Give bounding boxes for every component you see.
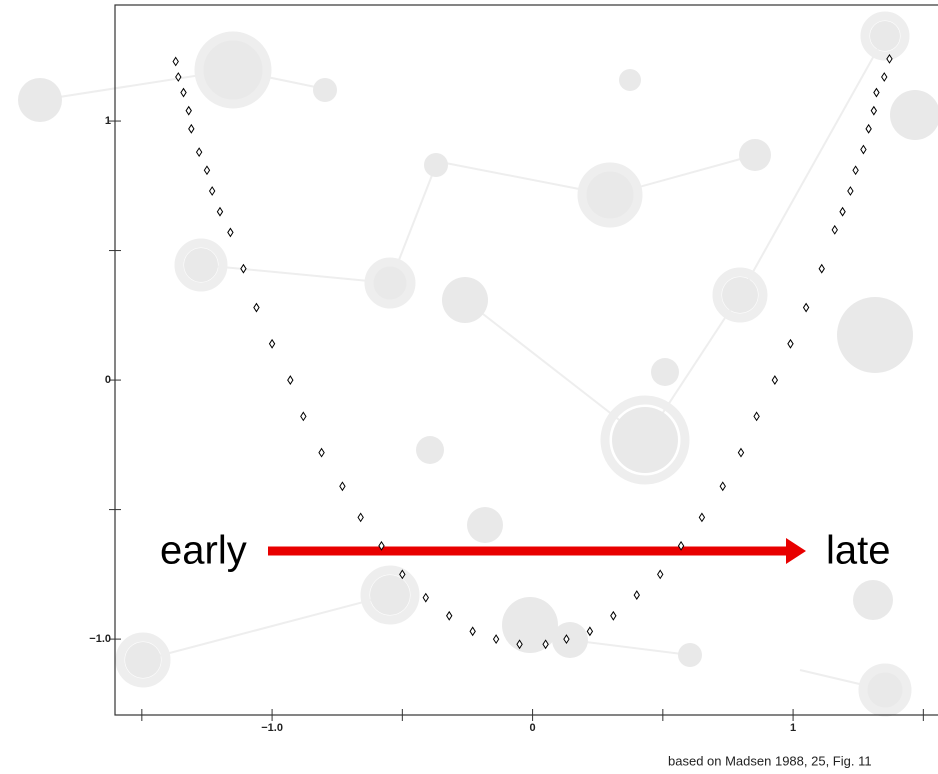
- data-point: [853, 166, 858, 174]
- data-point: [840, 208, 845, 216]
- data-point: [738, 449, 743, 457]
- data-point: [340, 482, 345, 490]
- x-tick-label: −1.0: [261, 722, 283, 734]
- background-network: [18, 16, 938, 712]
- data-point: [423, 594, 428, 602]
- data-point: [269, 340, 274, 348]
- data-point: [186, 107, 191, 115]
- data-point: [611, 612, 616, 620]
- annotation-late: late: [826, 529, 891, 573]
- data-point: [189, 125, 194, 133]
- data-point: [204, 166, 209, 174]
- data-point: [176, 73, 181, 81]
- data-point: [866, 125, 871, 133]
- data-point: [587, 627, 592, 635]
- data-point: [494, 635, 499, 643]
- data-point: [754, 412, 759, 420]
- data-point: [319, 449, 324, 457]
- y-tick-label: 1: [105, 115, 111, 127]
- data-point: [173, 57, 178, 65]
- data-point: [447, 612, 452, 620]
- data-point: [804, 304, 809, 312]
- data-point: [181, 89, 186, 97]
- chart: early late based on Madsen 1988, 25, Fig…: [0, 0, 938, 774]
- x-tick-label: 0: [530, 722, 536, 734]
- data-point: [882, 73, 887, 81]
- data-point: [658, 570, 663, 578]
- data-point: [301, 412, 306, 420]
- data-point: [832, 226, 837, 234]
- y-tick-label: 0: [105, 374, 111, 386]
- data-point: [848, 187, 853, 195]
- arrow-head: [786, 538, 806, 564]
- data-point: [241, 265, 246, 273]
- data-point: [210, 187, 215, 195]
- data-point: [819, 265, 824, 273]
- source-note: based on Madsen 1988, 25, Fig. 11: [668, 753, 872, 768]
- data-point: [720, 482, 725, 490]
- data-point: [788, 340, 793, 348]
- data-point: [699, 513, 704, 521]
- data-point: [871, 107, 876, 115]
- data-point: [217, 208, 222, 216]
- data-point: [772, 376, 777, 384]
- data-point: [634, 591, 639, 599]
- annotation-early: early: [160, 529, 247, 573]
- y-tick-label: −1.0: [89, 633, 111, 645]
- data-point: [470, 627, 475, 635]
- data-point: [874, 89, 879, 97]
- data-point: [228, 228, 233, 236]
- data-point: [358, 513, 363, 521]
- data-point: [197, 148, 202, 156]
- data-point: [861, 146, 866, 154]
- data-point: [254, 304, 259, 312]
- data-point: [288, 376, 293, 384]
- x-tick-label: 1: [790, 722, 796, 734]
